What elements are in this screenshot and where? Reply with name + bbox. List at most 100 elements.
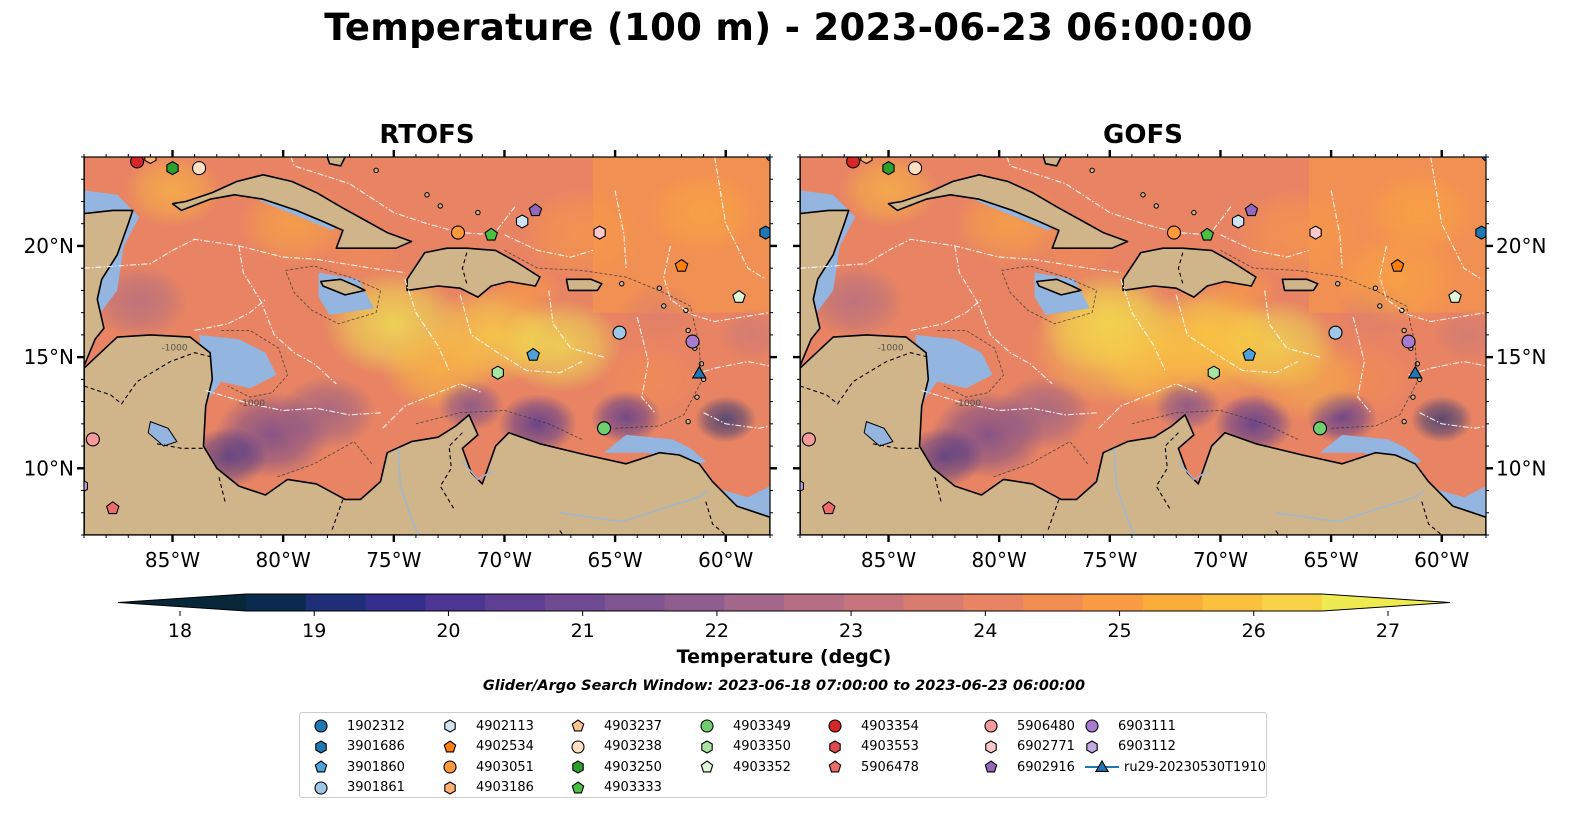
marker-4903051[interactable] bbox=[450, 225, 466, 240]
legend-pentagon-icon[interactable] bbox=[571, 780, 585, 793]
marker-4903238[interactable] bbox=[192, 161, 207, 176]
marker-4903333[interactable] bbox=[484, 227, 499, 241]
legend-item[interactable]: 4903186 bbox=[441, 779, 534, 797]
legend-item[interactable]: 6903111 bbox=[1083, 717, 1176, 735]
legend-hexagon-icon[interactable] bbox=[701, 739, 713, 754]
legend-item[interactable]: 4903237 bbox=[569, 717, 662, 735]
marker-4903354[interactable] bbox=[846, 155, 861, 169]
marker-4903350[interactable] bbox=[491, 365, 504, 380]
marker-4903553[interactable] bbox=[794, 106, 805, 119]
legend-circle-icon[interactable] bbox=[984, 719, 998, 733]
legend-item[interactable]: 4903354 bbox=[826, 717, 919, 735]
legend-item[interactable]: 4902534 bbox=[441, 738, 534, 756]
legend-item[interactable]: ru29-20230530T1910 bbox=[1083, 758, 1266, 776]
marker-4902534[interactable] bbox=[674, 258, 689, 272]
map-panel-gofs[interactable]: -1000 -1000 85°W 80°W 75°W 70°W 65°W 60°W 10°N 15… bbox=[778, 106, 1547, 572]
legend-hexagon-icon[interactable] bbox=[829, 739, 841, 754]
marker-5906478[interactable] bbox=[105, 501, 120, 515]
legend-hexagon-icon[interactable] bbox=[444, 780, 456, 795]
marker-3901861[interactable] bbox=[1328, 325, 1343, 340]
marker-4903238[interactable] bbox=[908, 161, 923, 176]
marker-4903186[interactable] bbox=[860, 151, 873, 165]
figure-title: Temperature (100 m) - 2023-06-23 06:00:0… bbox=[324, 6, 1253, 49]
marker-3901686[interactable] bbox=[759, 225, 771, 240]
marker-6903111[interactable] bbox=[1401, 334, 1416, 349]
legend-circle-icon[interactable] bbox=[314, 780, 328, 795]
map-area-gofs[interactable]: -1000 -1000 bbox=[778, 106, 1504, 546]
marker-5906480[interactable] bbox=[801, 432, 816, 447]
marker-5906478[interactable] bbox=[821, 501, 836, 515]
legend-circle-icon[interactable] bbox=[443, 760, 457, 774]
legend-item[interactable]: 5906478 bbox=[826, 758, 919, 776]
legend-item[interactable]: 4903349 bbox=[698, 717, 791, 735]
marker-ru29-20230530T1910[interactable] bbox=[691, 365, 707, 379]
legend-pentagon-icon[interactable] bbox=[571, 719, 585, 732]
legend-item[interactable]: 4903352 bbox=[698, 758, 791, 776]
legend-circle-icon[interactable] bbox=[828, 719, 842, 733]
legend-item[interactable]: 3901861 bbox=[312, 779, 405, 797]
legend-item[interactable]: 4903553 bbox=[826, 738, 919, 756]
legend-pentagon-icon[interactable] bbox=[700, 760, 714, 773]
marker-4903350[interactable] bbox=[1207, 365, 1220, 380]
marker-4902534[interactable] bbox=[1390, 258, 1405, 272]
legend-hexagon-icon[interactable] bbox=[444, 719, 456, 733]
legend-hexagon-icon[interactable] bbox=[572, 760, 584, 774]
marker-1902312[interactable] bbox=[1481, 148, 1495, 162]
marker-3901686[interactable] bbox=[1475, 225, 1487, 240]
legend-triangle-icon[interactable] bbox=[1094, 759, 1110, 772]
legend-item[interactable]: 6902916 bbox=[982, 758, 1075, 776]
legend-hexagon-icon[interactable] bbox=[315, 739, 327, 754]
legend-item[interactable]: 4903051 bbox=[441, 758, 534, 776]
legend-pentagon-icon[interactable] bbox=[443, 739, 457, 752]
marker-4903352[interactable] bbox=[732, 289, 746, 303]
marker-6902771[interactable] bbox=[593, 225, 606, 240]
legend-item[interactable]: 4903238 bbox=[569, 738, 662, 756]
marker-4902113[interactable] bbox=[515, 214, 529, 229]
marker-4903553[interactable] bbox=[78, 106, 89, 119]
marker-4903349[interactable] bbox=[1312, 421, 1328, 436]
legend-pentagon-icon[interactable] bbox=[828, 760, 842, 773]
marker-ru29-20230530T1910[interactable] bbox=[1407, 365, 1423, 379]
legend-circle-icon[interactable] bbox=[314, 719, 328, 733]
marker-6902916[interactable] bbox=[528, 203, 543, 217]
legend-item[interactable]: 4903350 bbox=[698, 738, 791, 756]
marker-4903250[interactable] bbox=[882, 160, 895, 176]
legend-circle-icon[interactable] bbox=[1085, 719, 1099, 733]
marker-6903112[interactable] bbox=[76, 480, 88, 493]
marker-6903112[interactable] bbox=[792, 480, 804, 493]
marker-4902113[interactable] bbox=[1231, 214, 1245, 229]
legend-pentagon-icon[interactable] bbox=[984, 760, 998, 773]
legend-circle-icon[interactable] bbox=[571, 739, 585, 754]
map-panel-rtofs[interactable]: -1000 -1000 85°W 80°W 75°W 70°W 65°W 60°W 10°N 15… bbox=[24, 106, 788, 572]
legend-item[interactable]: 6903112 bbox=[1083, 738, 1176, 756]
marker-4903349[interactable] bbox=[596, 421, 612, 436]
marker-3901860[interactable] bbox=[526, 347, 541, 361]
legend-item[interactable]: 5906480 bbox=[982, 717, 1075, 735]
marker-6902916[interactable] bbox=[1244, 203, 1259, 217]
marker-4903333[interactable] bbox=[1200, 227, 1215, 241]
marker-1902312[interactable] bbox=[765, 148, 779, 162]
marker-5906480[interactable] bbox=[85, 432, 100, 447]
legend-pentagon-icon[interactable] bbox=[314, 760, 328, 773]
marker-3901860[interactable] bbox=[1242, 347, 1257, 361]
legend-hexagon-icon[interactable] bbox=[985, 739, 997, 754]
marker-4903186[interactable] bbox=[144, 151, 157, 165]
legend-hexagon-icon[interactable] bbox=[1086, 739, 1098, 754]
map-area-rtofs[interactable]: -1000 -1000 bbox=[62, 106, 788, 546]
marker-3901861[interactable] bbox=[612, 325, 627, 340]
marker-6902771[interactable] bbox=[1309, 225, 1322, 240]
legend-item[interactable]: 1902312 bbox=[312, 717, 405, 735]
marker-4903250[interactable] bbox=[166, 160, 179, 176]
marker-4903051[interactable] bbox=[1166, 225, 1182, 240]
legend-item[interactable]: 4902113 bbox=[441, 717, 534, 735]
legend-item[interactable]: 4903250 bbox=[569, 758, 662, 776]
marker-4903354[interactable] bbox=[130, 155, 145, 169]
marker-6903111[interactable] bbox=[685, 334, 700, 349]
legend-item[interactable]: 4903333 bbox=[569, 779, 662, 797]
legend-item[interactable]: 3901860 bbox=[312, 758, 405, 776]
legend-item[interactable]: 6902771 bbox=[982, 738, 1075, 756]
search-window-text: Glider/Argo Search Window: 2023-06-18 07… bbox=[482, 678, 1086, 694]
marker-4903352[interactable] bbox=[1448, 289, 1462, 303]
legend-circle-icon[interactable] bbox=[700, 719, 714, 733]
legend-item[interactable]: 3901686 bbox=[312, 738, 405, 756]
